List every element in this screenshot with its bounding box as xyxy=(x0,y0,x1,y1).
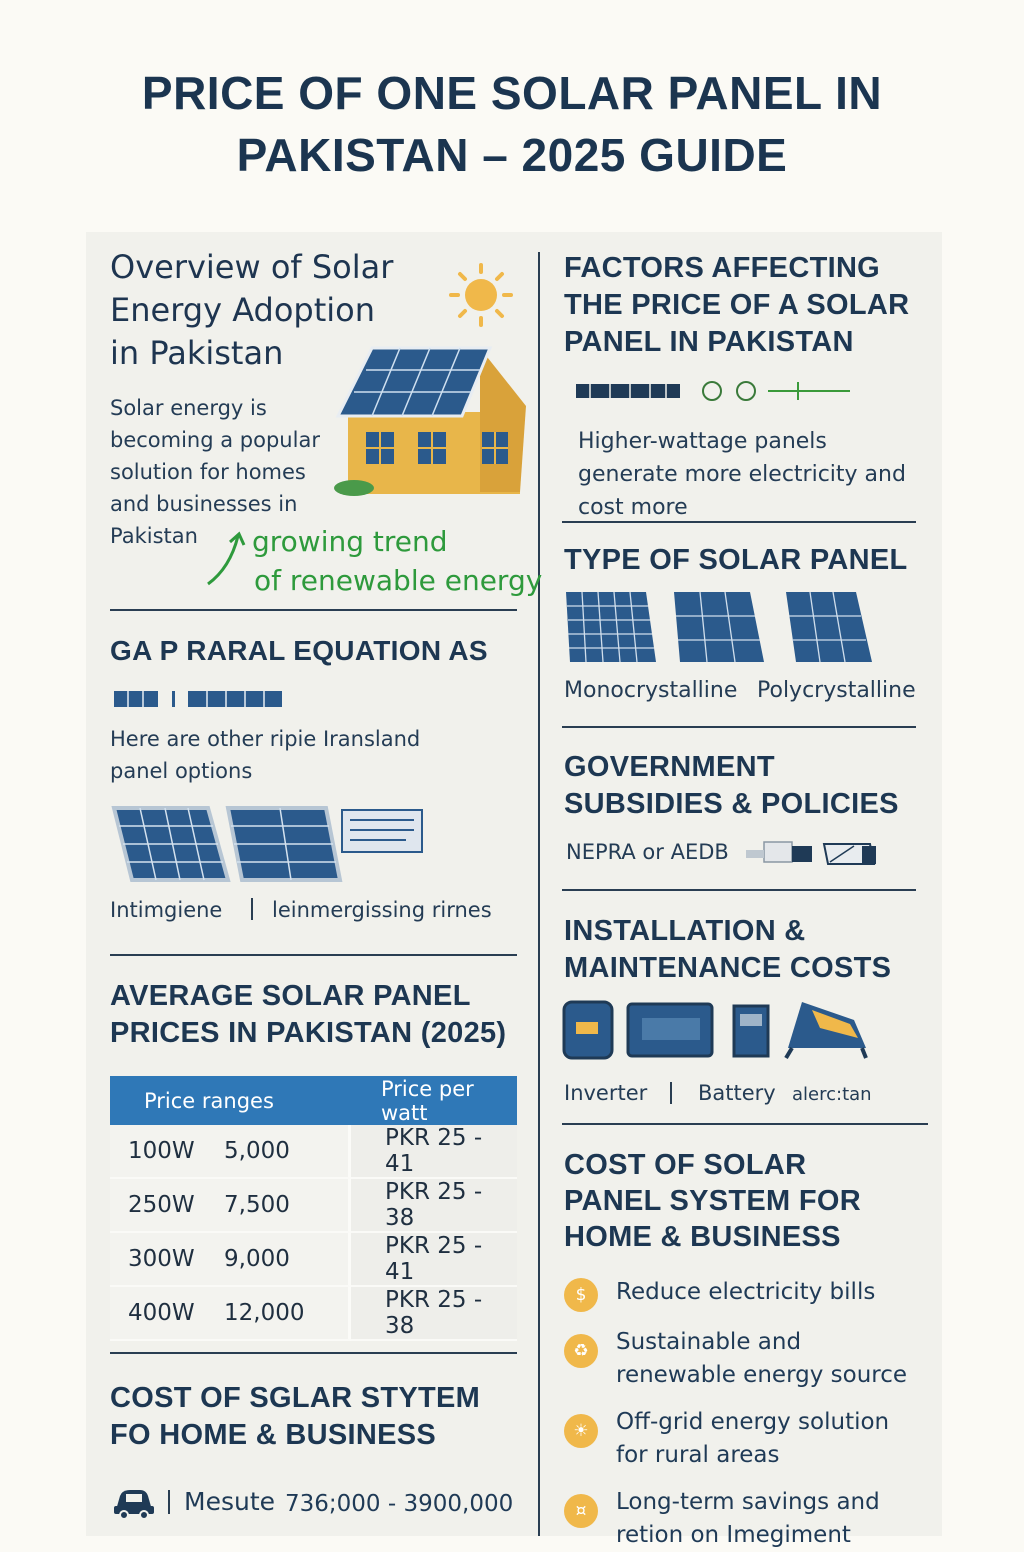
price-table: Price ranges Price per watt 100W 5,000 PK… xyxy=(110,1076,517,1341)
installation-equipment-icons xyxy=(562,1000,868,1060)
benefit-1: Reduce electricity bills xyxy=(616,1279,876,1305)
per-watt-cell: PKR 25 - 41 xyxy=(351,1233,517,1287)
benefit-3: Off-grid energy solution for rural areas xyxy=(616,1409,890,1468)
panel-types-icons xyxy=(566,591,872,663)
column-header-price-ranges: Price ranges xyxy=(110,1076,351,1125)
device-icons xyxy=(746,841,876,865)
table-row: 400W 12,000 PKR 25 - 38 xyxy=(110,1287,517,1341)
installation-label-inverter: Inverter xyxy=(564,1081,648,1105)
price-cell: 12,000 xyxy=(224,1300,305,1326)
per-watt-cell: PKR 25 - 38 xyxy=(351,1287,517,1341)
table-row: 300W 9,000 PKR 25 - 41 xyxy=(110,1233,517,1287)
measure-value: 736;000 - 3900,000 xyxy=(285,1491,514,1517)
panel-option-label-1: Intimgiene xyxy=(110,898,223,922)
price-cell: 7,500 xyxy=(224,1192,290,1218)
benefit-4: Long-term savings and retion on Imegimen… xyxy=(616,1489,880,1548)
house-with-solar-panels-icon xyxy=(334,346,526,496)
general-body: Here are other ripie Iransland panel opt… xyxy=(110,727,421,783)
divider xyxy=(562,726,916,728)
divider xyxy=(562,889,916,891)
separator xyxy=(168,1490,170,1514)
price-cell: 5,000 xyxy=(224,1138,290,1164)
factors-body: Higher-wattage panels generate more elec… xyxy=(578,429,906,520)
divider xyxy=(110,954,517,956)
government-body: NEPRA or AEDB xyxy=(566,840,729,864)
system-cost-heading: COST OF SGLAR STYTEM FO HOME & BUSINESS xyxy=(110,1382,481,1451)
panel-options-icons xyxy=(111,806,423,882)
panel-row-icon xyxy=(114,691,282,707)
savings-icon: ¤ xyxy=(564,1494,598,1528)
money-icon: $ xyxy=(564,1278,598,1312)
installation-label-3: alerc:tan xyxy=(792,1084,872,1105)
panel-type-heading: TYPE OF SOLAR PANEL xyxy=(564,544,908,576)
panel-type-label-1: Monocrystalline xyxy=(564,678,738,703)
divider xyxy=(110,609,517,611)
benefit-2: Sustainable and renewable energy source xyxy=(616,1329,908,1388)
installation-label-battery: Battery xyxy=(698,1081,776,1105)
page-title: PRICE OF ONE SOLAR PANEL IN PAKISTAN – 2… xyxy=(141,67,883,181)
factors-indicator-icons xyxy=(576,381,850,401)
divider xyxy=(110,1352,517,1354)
overview-heading: Overview of Solar Energy Adoption in Pak… xyxy=(110,248,394,372)
wattage-cell: 300W xyxy=(128,1246,195,1272)
panel-type-label-2: Polycrystalline xyxy=(757,678,916,703)
per-watt-cell: PKR 25 - 41 xyxy=(351,1125,517,1179)
table-row: 250W 7,500 PKR 25 - 38 xyxy=(110,1179,517,1233)
table-row: 100W 5,000 PKR 25 - 41 xyxy=(110,1125,517,1179)
sun-benefit-icon: ☀ xyxy=(564,1414,598,1448)
car-icon xyxy=(114,1490,154,1520)
separator xyxy=(670,1082,672,1104)
separator xyxy=(251,898,253,920)
government-heading: GOVERNMENT SUBSIDIES & POLICIES xyxy=(564,751,899,820)
leaf-icon: ♻ xyxy=(564,1334,598,1368)
trend-arrow-icon xyxy=(207,531,246,586)
measure-label: Mesute xyxy=(184,1487,276,1516)
wattage-cell: 100W xyxy=(128,1138,195,1164)
divider xyxy=(562,1123,928,1125)
column-divider xyxy=(538,252,540,1536)
cost-system-heading: COST OF SOLAR PANEL SYSTEM FOR HOME & BU… xyxy=(564,1149,861,1253)
wattage-cell: 250W xyxy=(128,1192,195,1218)
installation-heading: INSTALLATION & MAINTENANCE COSTS xyxy=(564,915,892,984)
average-prices-heading: AVERAGE SOLAR PANEL PRICES IN PAKISTAN (… xyxy=(110,980,507,1049)
panel-option-label-2: leinmergissing rirnes xyxy=(272,898,492,922)
wattage-cell: 400W xyxy=(128,1300,195,1326)
general-heading: GA P RARAL EQUATION AS xyxy=(110,635,488,666)
overview-body: Solar energy is becoming a popular solut… xyxy=(110,396,320,548)
factors-heading: FACTORS AFFECTING THE PRICE OF A SOLAR P… xyxy=(564,252,910,358)
sun-icon xyxy=(449,263,513,327)
price-cell: 9,000 xyxy=(224,1246,290,1272)
trend-line-2: of renewable energy xyxy=(254,564,543,597)
column-header-price-per-watt: Price per watt xyxy=(351,1076,517,1125)
per-watt-cell: PKR 25 - 38 xyxy=(351,1179,517,1233)
divider xyxy=(562,521,916,523)
trend-line-1: growing trend xyxy=(252,525,448,558)
